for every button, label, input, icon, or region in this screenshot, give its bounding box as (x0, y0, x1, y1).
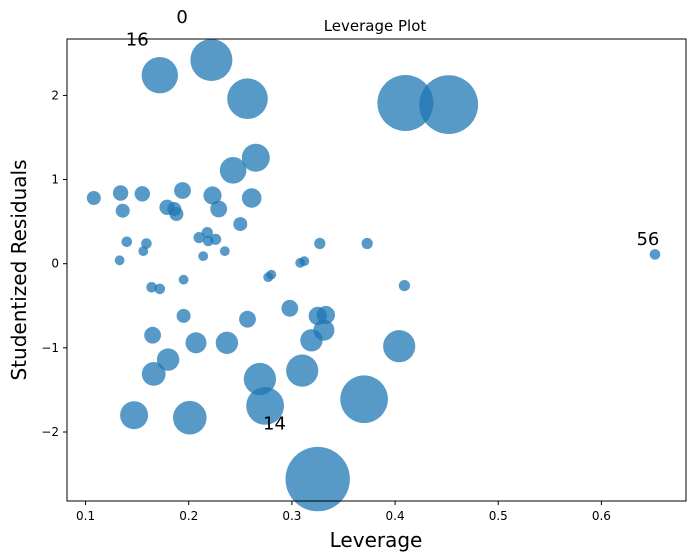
data-point-23 (193, 232, 205, 244)
data-point-9 (134, 186, 150, 202)
data-point-19 (121, 236, 133, 248)
annotation-label: 0 (176, 7, 187, 28)
data-point-56 (340, 375, 388, 424)
data-point-38 (146, 282, 157, 293)
annotation-label: 56 (636, 229, 659, 250)
chart-title: Leverage Plot (324, 17, 427, 35)
data-point-36 (649, 249, 661, 260)
data-point-31 (263, 272, 274, 283)
annotations: 0 16 56 14 (126, 7, 660, 434)
data-point-16 (169, 207, 184, 221)
data-point-28 (219, 246, 230, 256)
data-point-27 (198, 251, 209, 261)
data-point-35 (361, 237, 373, 250)
data-point-54 (286, 354, 319, 387)
y-tick-label: −2 (41, 425, 59, 439)
y-tick-label: 0 (51, 257, 59, 271)
data-point-58 (173, 400, 207, 435)
data-point-40 (176, 308, 191, 323)
y-tick-label: 2 (51, 88, 59, 102)
data-point-8 (112, 185, 129, 201)
data-point-11 (203, 186, 222, 205)
data-point-0 (190, 39, 233, 81)
data-point-20 (141, 238, 152, 249)
y-axis-ticks: −2 −1 0 1 2 (41, 88, 67, 439)
x-tick-label: 0.4 (386, 509, 405, 523)
data-point-44 (316, 305, 335, 325)
data-point-21 (138, 246, 149, 256)
data-point-53 (243, 362, 276, 396)
data-point-3 (377, 75, 434, 131)
y-axis-label: Studentized Residuals (7, 159, 31, 380)
data-point-55 (246, 387, 284, 425)
data-point-52 (141, 362, 166, 386)
y-tick-label: −1 (41, 341, 59, 355)
data-point-59 (285, 446, 350, 512)
x-tick-label: 0.2 (179, 509, 198, 523)
data-point-42 (281, 299, 299, 317)
data-point-24 (201, 227, 213, 239)
data-point-57 (120, 401, 149, 430)
data-point-33 (299, 256, 310, 267)
annotation-label: 14 (263, 413, 286, 434)
data-point-26 (210, 233, 222, 245)
data-point-5 (241, 143, 270, 172)
data-point-1 (141, 56, 178, 94)
data-point-12 (241, 188, 262, 208)
x-tick-label: 0.1 (76, 509, 95, 523)
data-point-10 (174, 182, 191, 199)
data-point-46 (300, 329, 323, 352)
data-point-49 (215, 331, 239, 354)
annotation-label: 16 (126, 30, 149, 51)
x-tick-label: 0.5 (489, 509, 508, 523)
data-point-34 (314, 237, 326, 250)
data-point-22 (114, 255, 125, 266)
y-tick-label: 1 (51, 173, 59, 187)
data-point-13 (115, 203, 130, 218)
data-point-47 (144, 326, 162, 344)
x-axis-label: Leverage (330, 528, 423, 552)
data-point-51 (156, 348, 180, 371)
data-point-37 (398, 280, 410, 292)
data-point-4 (419, 75, 479, 134)
data-point-39 (154, 283, 166, 295)
data-point-7 (86, 191, 101, 205)
points-layer (86, 39, 661, 512)
data-point-29 (178, 274, 189, 285)
data-point-18 (233, 217, 248, 232)
data-point-50 (383, 330, 416, 363)
x-axis-ticks: 0.1 0.2 0.3 0.4 0.5 0.6 (76, 501, 611, 523)
plot-frame (66, 38, 687, 502)
data-point-17 (210, 200, 228, 218)
x-tick-label: 0.3 (282, 509, 301, 523)
data-point-48 (185, 332, 207, 354)
data-point-6 (219, 157, 247, 184)
data-point-41 (239, 310, 256, 328)
data-point-2 (227, 78, 268, 119)
x-tick-label: 0.6 (592, 509, 611, 523)
